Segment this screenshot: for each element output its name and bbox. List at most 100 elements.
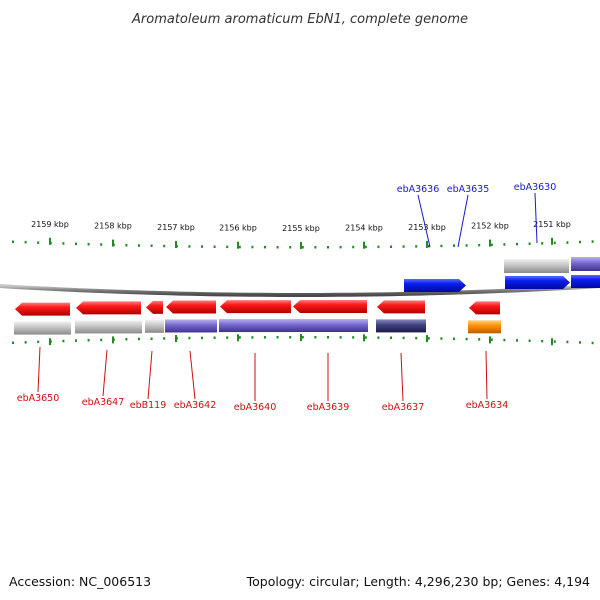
cds-arrow-eba3640[interactable] — [220, 300, 291, 314]
minor-tick — [276, 246, 279, 249]
minor-tick — [87, 243, 90, 246]
minor-tick — [238, 336, 241, 339]
minor-tick — [238, 245, 241, 249]
minor-tick — [314, 246, 317, 249]
minor-tick — [213, 245, 216, 248]
major-tick — [237, 334, 239, 342]
major-tick — [426, 335, 428, 343]
tick-label: 2159 kbp — [31, 220, 69, 229]
minor-tick — [12, 341, 14, 344]
major-tick — [49, 338, 51, 346]
minor-tick — [264, 245, 266, 249]
minor-tick — [440, 244, 443, 248]
minor-tick — [188, 245, 191, 248]
cds-arrow-ebA3636[interactable] — [404, 279, 466, 292]
cds-arrow-ebb119[interactable] — [146, 300, 163, 314]
minor-tick — [591, 341, 594, 345]
track-bar-eba3637[interactable] — [376, 319, 426, 333]
minor-tick — [226, 336, 229, 339]
tick-label: 2152 kbp — [471, 222, 509, 231]
cds-arrow-eba3642[interactable] — [166, 300, 216, 314]
track-bar-eba3639[interactable] — [292, 319, 368, 333]
minor-tick — [37, 241, 40, 244]
cds-arrow-eba3650[interactable] — [15, 302, 70, 316]
gene-labels: ebA3650 ebA3647 ebB119 ebA3642 ebA3640 ebA363… — [17, 182, 557, 413]
minor-tick — [377, 336, 380, 339]
gene-label-eba3640[interactable]: ebA3640 — [234, 402, 277, 413]
major-tick — [551, 338, 553, 346]
cds-arrow-eba3634[interactable] — [469, 301, 500, 315]
cds-arrow-ebA3630[interactable] — [505, 276, 570, 289]
tick-label: 2155 kbp — [282, 224, 320, 233]
minor-tick — [150, 337, 153, 340]
gene-label-eba3650[interactable]: ebA3650 — [17, 393, 60, 404]
major-tick — [363, 241, 365, 249]
gene-label-ebb119[interactable]: ebB119 — [130, 400, 167, 411]
genome-summary-text: Topology: circular; Length: 4,296,230 bp… — [246, 574, 590, 589]
major-tick — [112, 239, 114, 247]
gene-label-eba3634[interactable]: ebA3634 — [466, 400, 509, 411]
minor-tick — [188, 336, 191, 340]
minor-tick — [12, 240, 14, 243]
label-leader-line — [37, 346, 41, 393]
minor-tick — [75, 242, 77, 246]
minor-tick — [478, 338, 481, 341]
minor-tick — [62, 339, 65, 343]
gene-label-eba3639[interactable]: ebA3639 — [307, 402, 350, 413]
feature-track — [14, 257, 600, 335]
gene-label-eba3630[interactable]: ebA3630 — [514, 182, 557, 193]
tick-label: 2151 kbp — [533, 220, 571, 229]
track-bar-eba3634[interactable] — [468, 320, 501, 334]
major-tick — [489, 336, 491, 344]
tick-label: 2157 kbp — [157, 223, 195, 232]
minor-tick — [201, 336, 203, 340]
backbone-arc — [0, 284, 600, 297]
minor-tick — [327, 246, 329, 249]
label-leader-line — [102, 349, 108, 397]
minor-tick — [390, 245, 392, 248]
gene-label-eba3647[interactable]: ebA3647 — [82, 397, 125, 408]
track-bar-fragment[interactable] — [571, 257, 600, 271]
minor-tick — [276, 336, 279, 339]
minor-tick — [364, 336, 367, 339]
minor-tick — [566, 241, 569, 244]
label-leader-line — [485, 350, 488, 400]
minor-tick — [465, 337, 468, 341]
label-leader-line — [417, 194, 431, 248]
track-bar-ebb119[interactable] — [145, 319, 164, 333]
cds-arrow-fragment[interactable] — [571, 275, 600, 288]
major-tick — [237, 241, 239, 249]
gene-label-eba3637[interactable]: ebA3637 — [382, 402, 425, 413]
genome-backbone — [0, 284, 600, 297]
major-tick — [175, 335, 177, 342]
minor-tick — [339, 245, 342, 249]
cds-arrow-eba3637[interactable] — [377, 300, 425, 314]
minor-tick — [327, 336, 329, 339]
major-tick — [49, 237, 51, 245]
minor-tick — [100, 338, 103, 342]
major-tick — [489, 239, 491, 247]
tick-track: 2159 kbp 2158 kbp 2157 kbp 2156 kbp 2155 kbp… — [12, 220, 594, 346]
track-bar-eba3642[interactable] — [165, 319, 217, 333]
tick-label: 2158 kbp — [94, 222, 132, 231]
minor-tick — [490, 243, 493, 247]
minor-tick — [528, 339, 531, 342]
gene-label-eba3642[interactable]: ebA3642 — [174, 400, 217, 411]
minor-tick — [100, 243, 103, 246]
minor-tick — [24, 240, 27, 244]
cds-arrow-eba3639[interactable] — [293, 300, 367, 314]
track-bar-eba3650[interactable] — [14, 321, 71, 335]
minor-tick — [352, 336, 355, 339]
minor-tick — [427, 244, 430, 248]
minor-tick — [125, 244, 128, 247]
minor-tick — [566, 340, 569, 344]
track-bar-ebA3630[interactable] — [504, 259, 569, 273]
minor-tick — [150, 244, 153, 247]
cds-arrow-eba3647[interactable] — [76, 301, 141, 315]
track-bar-eba3647[interactable] — [75, 320, 142, 334]
gene-label-eba3636[interactable]: ebA3636 — [397, 184, 440, 195]
major-tick — [300, 242, 302, 249]
gene-label-eba3635[interactable]: ebA3635 — [447, 184, 490, 195]
track-bar-eba3640[interactable] — [219, 319, 292, 333]
minor-tick — [516, 339, 518, 342]
